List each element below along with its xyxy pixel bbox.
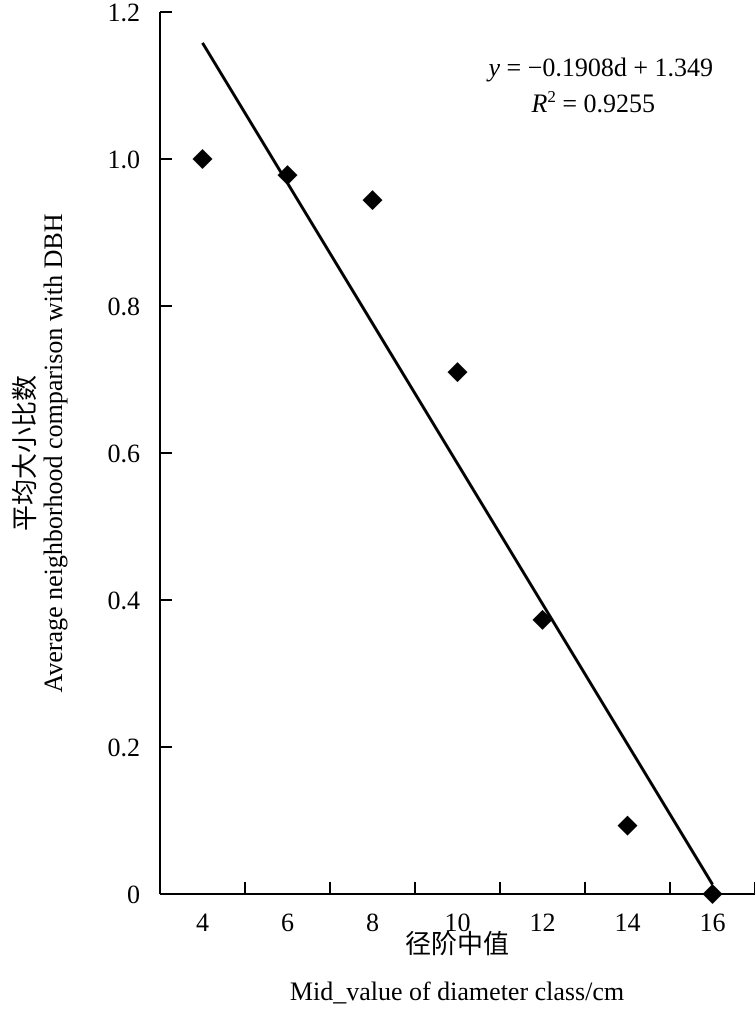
r-squared-r: R [530,89,547,118]
x-tick-label: 16 [700,908,726,937]
point [192,149,213,169]
trendline [201,42,714,886]
r-squared: R2 = 0.9255 [530,87,655,118]
y-axis-title-en: Average neighborhood comparison with DBH [39,213,68,692]
y-tick-label: 1.2 [108,0,141,27]
x-tick-label: 10 [445,908,471,937]
y-tick-label: 0.4 [108,586,141,615]
y-tick-label: 1.0 [108,145,141,174]
y-tick-label: 0 [127,880,140,909]
r-squared-rest: = 0.9255 [556,89,655,118]
x-tick-label: 12 [530,908,556,937]
x-tick-label: 4 [196,908,209,937]
x-tick-label: 14 [615,908,641,937]
x-axis-title-en: Mid_value of diameter class/cm [290,977,624,1006]
equation-rest: = −0.1908d + 1.349 [500,53,713,82]
equation-y: y [485,53,500,82]
point [702,884,723,904]
y-tick-label: 0.6 [108,439,141,468]
point [617,815,638,836]
x-tick-label: 6 [281,908,294,937]
y-tick-label: 0.8 [108,292,141,321]
x-tick-label: 8 [366,908,379,937]
point [277,165,298,186]
y-axis-title: 平均大小比数 Average neighborhood comparison w… [11,213,68,692]
point [532,609,553,630]
point [447,362,468,383]
y-tick-label: 0.2 [108,733,141,762]
y-axis-title-cn: 平均大小比数 [11,375,40,531]
x-axis-title-cn: 径阶中值 [405,930,509,959]
point [362,190,383,211]
r-squared-exp: 2 [547,87,556,106]
equation: y = −0.1908d + 1.349 [485,53,713,82]
